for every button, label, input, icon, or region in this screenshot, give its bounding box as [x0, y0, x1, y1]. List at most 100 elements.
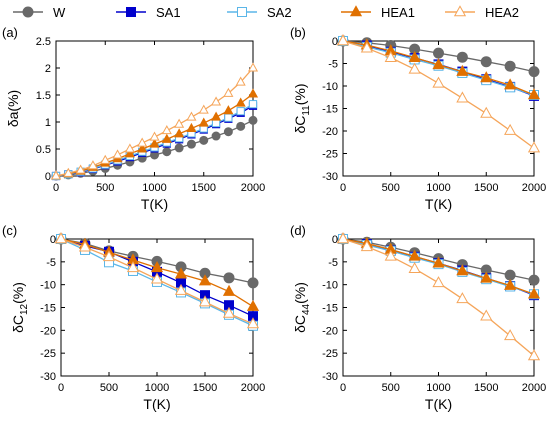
- y-tick-label: 0: [332, 36, 338, 48]
- data-point: [174, 118, 185, 128]
- y-tick-label: 1.5: [36, 90, 51, 102]
- x-tick-label: 500: [100, 382, 118, 394]
- data-point: [456, 64, 469, 76]
- x-tick-label: 1500: [193, 382, 217, 394]
- y-tick-label: -5: [46, 257, 56, 269]
- data-point: [246, 299, 260, 311]
- panel-c: 0 500 1000 1500 2000 0 -5 -10 -15 -20 -25 -30 T(K) δC…: [2, 223, 265, 412]
- data-point: [78, 240, 92, 252]
- series-hea2: [336, 34, 541, 153]
- panel-b: 0 500 1000 1500 2000 0 -5 -10 -15 -20 -25 -30 T(K) δC…: [290, 25, 546, 212]
- x-tick-label: 1000: [426, 182, 450, 194]
- panel-a: 0 500 1000 1500 2000 0 0.5 1 1.5 2 2.5 T(K) δa(%) (a): [2, 25, 265, 212]
- data-point: [456, 264, 469, 276]
- data-point: [174, 128, 185, 138]
- legend-label: HEA2: [485, 5, 519, 20]
- data-point: [236, 121, 246, 131]
- data-point: [246, 317, 260, 329]
- data-point: [408, 62, 421, 74]
- data-point: [480, 271, 493, 283]
- data-point: [124, 143, 135, 153]
- y-axis-label-subscript: 11: [301, 105, 312, 116]
- data-point: [124, 148, 135, 158]
- y-axis-label-main: δC: [10, 315, 26, 333]
- legend-item-w: W: [13, 5, 66, 20]
- data-point: [384, 50, 397, 62]
- data-point: [433, 47, 444, 59]
- panel-label: (c): [2, 223, 17, 238]
- data-point: [236, 107, 245, 116]
- x-tick-label: 1000: [145, 382, 169, 394]
- data-point: [480, 56, 492, 68]
- data-point: [150, 272, 164, 284]
- data-point: [528, 66, 540, 78]
- data-point: [174, 143, 184, 153]
- legend-item-sa2: SA2: [227, 5, 292, 20]
- legend-label: HEA1: [381, 5, 415, 20]
- data-point: [432, 276, 445, 288]
- data-point: [432, 58, 445, 70]
- data-point: [504, 269, 516, 281]
- series-w: [337, 35, 540, 78]
- panel-label: (a): [2, 25, 18, 40]
- x-axis-label: T(K): [425, 196, 452, 212]
- y-axis-label: δC12(%): [10, 282, 30, 333]
- x-tick-label: 2000: [522, 182, 546, 194]
- y-tick-label: 2: [45, 63, 51, 75]
- data-point: [211, 131, 221, 141]
- data-point: [408, 249, 421, 261]
- data-point: [137, 143, 148, 153]
- data-point: [186, 122, 197, 133]
- y-tick-label: -10: [322, 81, 338, 93]
- data-point: [247, 62, 259, 72]
- legend-item-hea2: HEA2: [445, 5, 519, 20]
- data-point: [198, 295, 212, 307]
- data-point: [504, 329, 517, 341]
- data-point: [186, 111, 197, 121]
- data-point: [480, 106, 493, 118]
- y-tick-label: -10: [40, 280, 56, 292]
- x-tick-label: 1500: [192, 182, 216, 194]
- y-axis-label: δa(%): [5, 90, 21, 127]
- y-axis-label: δC11(%): [292, 83, 312, 133]
- data-point: [504, 60, 516, 72]
- x-tick-label: 2000: [241, 382, 265, 394]
- data-point: [504, 78, 517, 90]
- data-point: [527, 287, 541, 299]
- y-tick-label: -20: [322, 126, 338, 138]
- legend-label: W: [53, 5, 66, 20]
- y-tick-label: -15: [322, 303, 338, 315]
- data-point: [336, 34, 350, 46]
- data-point: [222, 306, 236, 318]
- panel-d: 0 500 1000 1500 2000 0 -5 -10 -15 -20 -25 -30 T(K) δC…: [290, 223, 546, 412]
- data-point: [235, 76, 246, 86]
- y-tick-label: -5: [328, 257, 338, 269]
- data-point: [149, 131, 160, 141]
- series-hea2: [54, 232, 260, 329]
- legend-label: SA2: [267, 5, 292, 20]
- y-tick-label: -20: [322, 325, 338, 337]
- data-point: [223, 127, 233, 137]
- legend-marker: [126, 7, 136, 17]
- y-tick-label: -25: [322, 149, 338, 161]
- data-point: [199, 135, 209, 145]
- y-axis-label-main: δC: [292, 116, 308, 134]
- data-point: [504, 278, 517, 290]
- panel-label: (d): [290, 223, 306, 238]
- panel-label: (b): [290, 25, 306, 40]
- x-tick-label: 1500: [474, 382, 498, 394]
- data-point: [480, 71, 493, 83]
- data-point: [527, 141, 541, 153]
- x-tick-label: 500: [382, 382, 400, 394]
- data-point: [198, 274, 212, 286]
- data-point: [87, 160, 98, 170]
- data-point: [248, 100, 258, 109]
- data-point: [360, 41, 373, 53]
- legend: W SA1 SA2 HEA1 HEA2: [13, 5, 519, 20]
- data-point: [360, 240, 373, 252]
- data-point: [126, 261, 140, 273]
- y-tick-label: 0: [50, 234, 56, 246]
- data-point: [102, 250, 116, 262]
- data-point: [137, 137, 148, 147]
